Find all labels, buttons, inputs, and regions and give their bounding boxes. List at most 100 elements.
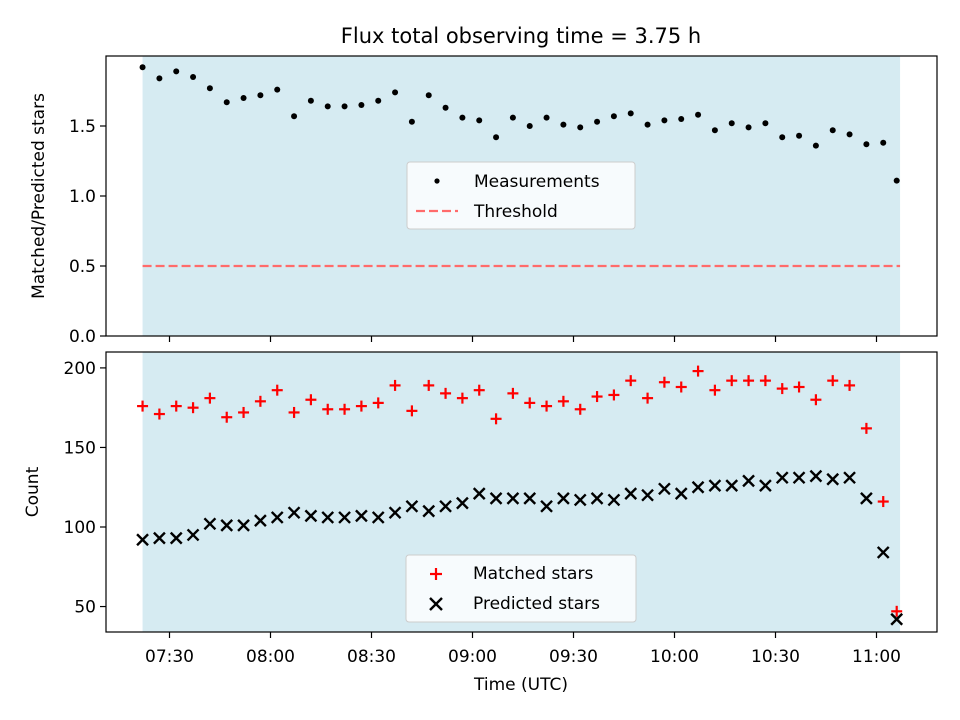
measurement-point: [543, 114, 550, 121]
predicted-star-point: [624, 487, 638, 500]
measurement-point: [678, 116, 685, 122]
measurement-point: [425, 92, 432, 99]
predicted-star-point: [540, 499, 553, 513]
predicted-star-point: [876, 546, 890, 559]
matched-star-point: [406, 405, 418, 417]
x-tick-label: 10:00: [650, 647, 699, 667]
x-tick-label: 08:30: [347, 647, 396, 667]
measurement-point: [829, 127, 836, 134]
x-axis-label: Time (UTC): [473, 675, 568, 695]
bottom-y-tick-label: 200: [64, 359, 96, 379]
legend-matched-label: Matched stars: [473, 564, 593, 584]
measurement-point: [762, 120, 769, 127]
top-y-ticks: 0.0 0.5 1.0 1.5: [69, 117, 106, 347]
measurement-point: [358, 102, 365, 108]
measurement-point: [274, 86, 281, 93]
predicted-star-point: [338, 511, 351, 524]
bottom-legend: Matched stars Predicted stars: [405, 554, 637, 623]
predicted-star-point: [456, 496, 469, 510]
measurement-point: [173, 68, 180, 75]
predicted-star-point: [523, 492, 537, 505]
measurement-point: [779, 134, 786, 141]
matched-star-point: [322, 403, 334, 415]
legend-matched-marker: [430, 568, 442, 580]
top-y-axis-label: Matched/Predicted stars: [29, 93, 49, 299]
measurement-point: [341, 103, 348, 110]
matched-star-point: [625, 375, 637, 387]
measurement-point: [728, 120, 735, 127]
measurement-point: [863, 141, 870, 148]
matched-star-point: [827, 375, 839, 387]
predicted-star-point: [691, 480, 705, 494]
predicted-star-point: [557, 492, 570, 505]
predicted-star-point: [136, 533, 149, 547]
legend-predicted-label: Predicted stars: [473, 594, 600, 614]
measurement-point: [661, 117, 668, 124]
matched-star-point: [574, 403, 586, 415]
measurement-point: [893, 177, 900, 184]
legend-threshold-label: Threshold: [473, 202, 558, 222]
x-tick-label: 09:30: [549, 647, 598, 667]
matched-star-point: [372, 397, 384, 409]
measurement-point: [509, 114, 516, 121]
legend-predicted-marker: [429, 597, 443, 611]
predicted-star-point: [153, 531, 166, 545]
measurements-series: [139, 64, 900, 184]
matched-star-point: [759, 375, 771, 387]
matched-star-point: [440, 387, 452, 399]
matched-star-point: [187, 402, 199, 414]
predicted-star-point: [220, 519, 234, 532]
chart-title: Flux total observing time = 3.75 h: [341, 24, 701, 48]
measurement-point: [526, 123, 533, 129]
measurement-point: [644, 121, 651, 128]
predicted-star-point: [422, 504, 436, 518]
matched-star-point: [877, 496, 889, 508]
predicted-star-point: [708, 479, 722, 492]
matched-star-point: [810, 394, 822, 406]
matched-star-point: [339, 403, 351, 415]
measurement-point: [190, 74, 197, 80]
bottom-panel: 50 100 150 200 07:30 08:00 08:30 09:00 09:30 10:…: [23, 351, 938, 695]
x-tick-label: 11:00: [852, 647, 901, 667]
matched-star-point: [591, 391, 603, 403]
top-y-tick-label: 1.5: [69, 117, 96, 137]
predicted-star-point: [405, 499, 419, 513]
matched-star-point: [793, 381, 805, 393]
matched-star-point: [709, 384, 721, 396]
x-tick-label: 09:00: [448, 647, 497, 667]
predicted-star-point: [725, 479, 739, 492]
legend-measurements-label: Measurements: [474, 172, 600, 192]
predicted-star-point: [321, 511, 335, 524]
matched-star-point: [423, 379, 435, 391]
matched-star-point: [541, 400, 553, 412]
measurement-point: [711, 127, 718, 134]
predicted-star-point: [674, 487, 688, 500]
predicted-star-point: [237, 519, 250, 532]
matched-star-point: [524, 397, 536, 409]
measurement-point: [307, 97, 314, 104]
x-tick-label: 08:00: [246, 647, 295, 667]
bottom-y-ticks: 50 100 150 200: [64, 359, 106, 618]
predicted-star-point: [742, 474, 755, 488]
matched-star-point: [389, 379, 401, 391]
measurement-point: [846, 131, 853, 138]
predicted-star-point: [472, 487, 486, 500]
measurement-point: [257, 92, 264, 99]
measurement-point: [745, 124, 752, 131]
predicted-stars-series: [136, 469, 904, 626]
top-y-tick-label: 0.0: [69, 327, 96, 347]
matched-star-point: [692, 365, 704, 377]
measurement-point: [324, 103, 331, 110]
predicted-star-point: [186, 528, 200, 542]
matched-star-point: [221, 411, 233, 423]
bottom-y-tick-label: 50: [74, 598, 96, 618]
bottom-plot-frame: [105, 351, 938, 633]
matched-star-point: [860, 422, 872, 434]
matched-star-point: [238, 406, 250, 418]
measurement-point: [560, 121, 567, 128]
predicted-star-point: [573, 493, 587, 507]
predicted-star-point: [254, 514, 267, 527]
measurement-point: [594, 118, 601, 125]
predicted-star-point: [388, 506, 402, 520]
matched-star-point: [658, 376, 670, 388]
